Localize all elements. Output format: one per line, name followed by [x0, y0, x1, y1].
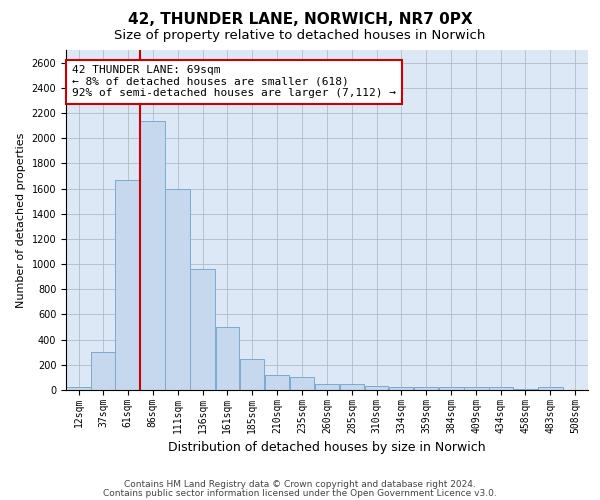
Bar — [538, 388, 563, 390]
Bar — [115, 180, 140, 390]
Bar — [91, 352, 115, 390]
Text: 42 THUNDER LANE: 69sqm
← 8% of detached houses are smaller (618)
92% of semi-det: 42 THUNDER LANE: 69sqm ← 8% of detached … — [72, 65, 396, 98]
Text: Size of property relative to detached houses in Norwich: Size of property relative to detached ho… — [115, 29, 485, 42]
Text: Contains HM Land Registry data © Crown copyright and database right 2024.: Contains HM Land Registry data © Crown c… — [124, 480, 476, 489]
X-axis label: Distribution of detached houses by size in Norwich: Distribution of detached houses by size … — [168, 441, 486, 454]
Bar — [190, 269, 215, 390]
Bar — [265, 375, 289, 390]
Bar — [489, 388, 512, 390]
Bar — [315, 384, 339, 390]
Bar — [439, 388, 464, 390]
Bar — [215, 327, 239, 390]
Bar — [414, 388, 439, 390]
Text: Contains public sector information licensed under the Open Government Licence v3: Contains public sector information licen… — [103, 489, 497, 498]
Bar — [66, 387, 91, 390]
Bar — [365, 386, 388, 390]
Bar — [340, 384, 364, 390]
Bar — [464, 388, 488, 390]
Bar — [389, 387, 413, 390]
Bar — [166, 189, 190, 390]
Bar — [140, 120, 165, 390]
Y-axis label: Number of detached properties: Number of detached properties — [16, 132, 26, 308]
Bar — [290, 378, 314, 390]
Text: 42, THUNDER LANE, NORWICH, NR7 0PX: 42, THUNDER LANE, NORWICH, NR7 0PX — [128, 12, 472, 28]
Bar — [239, 358, 264, 390]
